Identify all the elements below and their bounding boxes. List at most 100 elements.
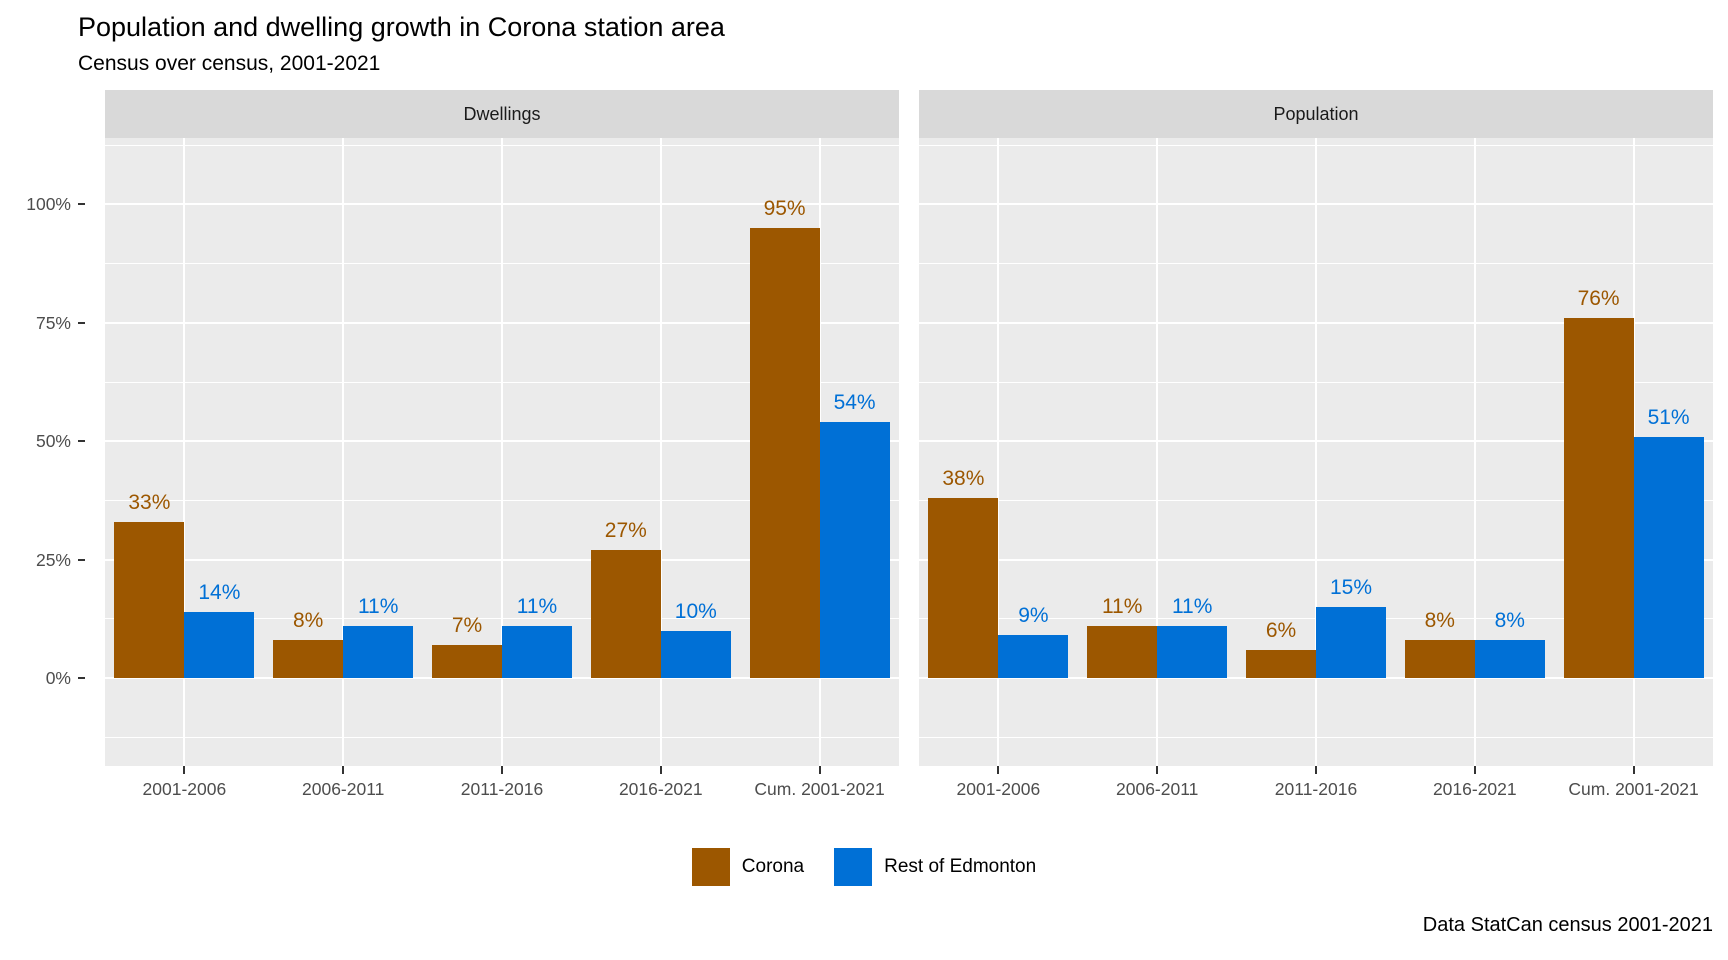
x-tick-mark [1473,766,1476,775]
bar-rest-of-edmonton [502,625,572,679]
y-axis: 0% 25% 50% 75% 100% [0,90,85,766]
bar-corona [1404,640,1475,679]
y-tick-label: 25% [35,549,71,570]
legend-entry-corona: Corona [691,848,805,887]
bar-rest-of-edmonton [184,611,255,679]
caption: Data StatCan census 2001-2021 [1422,914,1713,937]
bar-rest-of-edmonton [819,422,890,679]
gridline-vertical [342,138,345,767]
legend: Corona Rest of Edmonton [0,848,1728,887]
bar-corona [114,521,185,679]
x-tick-mark [818,766,821,775]
chart-subtitle: Census over census, 2001-2021 [78,52,381,76]
panel-dwellings: 33% 8% 7% 27% 95% 14% 11% 11% 10% 54% [105,138,899,767]
facet-strip-label: Population [1273,103,1359,124]
x-tick-mark [659,766,662,775]
bar-rest-of-edmonton [343,625,414,679]
bar-corona [432,644,502,679]
x-tick-mark [1632,766,1635,775]
x-tick-label: 2011-2016 [460,779,544,800]
panels-row: 0% 25% 50% 75% 100% Dwellings 33% 8% 7% 27% 95% 14… [0,90,1728,808]
bar-rest-of-edmonton [1633,436,1704,679]
legend-label: Rest of Edmonton [884,856,1037,878]
bar-value-label: 15% [1329,576,1373,600]
bar-rest-of-edmonton [660,630,731,679]
chart-title: Population and dwelling growth in Corona… [78,12,725,42]
legend-swatch-corona [691,848,730,887]
x-tick-mark [501,766,503,775]
bar-value-label: 54% [833,391,876,415]
y-tick-mark [78,321,85,324]
gridline-vertical [1473,138,1476,767]
bar-rest-of-edmonton [1474,640,1545,679]
x-tick-label: Cum. 2001-2021 [1568,779,1699,800]
y-tick-mark [78,558,85,561]
gridline-vertical [501,138,503,767]
legend-label: Corona [741,856,805,878]
bar-value-label: 11% [1171,594,1213,618]
gridline-vertical [997,138,1000,767]
bar-corona [1087,625,1158,679]
x-tick-mark [1315,766,1317,775]
bar-value-label: 8% [293,609,324,633]
bar-value-label: 11% [357,594,399,618]
legend-swatch-rest-of-edmonton [834,848,873,887]
bar-rest-of-edmonton [1157,625,1228,679]
facet-population: Population 38% 11% 6% 8% 76% 9% 11% 15% 8% 51% 2001… [919,90,1713,808]
gridline-vertical [659,138,662,767]
facet-strip: Population [919,90,1713,139]
bar-value-label: 10% [674,599,717,623]
y-tick-mark [78,677,85,680]
bar-rest-of-edmonton [1316,607,1386,679]
y-tick-label: 50% [35,431,71,452]
legend-entry-rest-of-edmonton: Rest of Edmonton [834,848,1037,887]
bar-value-label: 11% [1101,594,1143,618]
x-tick-label: 2016-2021 [1432,779,1517,800]
gridline-vertical [1156,138,1159,767]
bar-corona [928,498,999,679]
y-tick-mark [78,203,85,206]
bar-value-label: 8% [1494,609,1525,633]
facet-dwellings: Dwellings 33% 8% 7% 27% 95% 14% 11% 11% 10% 54% 200… [105,90,899,808]
panel-population: 38% 11% 6% 8% 76% 9% 11% 15% 8% 51% [919,138,1713,767]
y-tick-label: 0% [45,668,71,689]
gridline-vertical [183,138,186,767]
gridline-vertical [1315,138,1317,767]
bar-value-label: 51% [1647,405,1690,429]
x-tick-label: 2006-2011 [301,779,385,800]
bar-value-label: 38% [942,467,985,491]
bar-value-label: 11% [516,594,558,618]
x-tick-mark [183,766,186,775]
x-tick-label: 2016-2021 [618,779,703,800]
x-tick-label: 2001-2006 [956,779,1041,800]
x-tick-mark [1156,766,1159,775]
bar-value-label: 33% [128,490,171,514]
bar-corona [590,550,661,679]
bar-corona [1563,318,1634,679]
bar-rest-of-edmonton [998,635,1069,679]
x-tick-mark [342,766,345,775]
bar-value-label: 8% [1424,609,1455,633]
x-axis: 2001-2006 2006-2011 2011-2016 2016-2021 Cum.… [105,766,899,808]
bar-corona [749,228,820,679]
x-tick-label: 2011-2016 [1274,779,1358,800]
bar-corona [273,640,344,679]
bar-value-label: 9% [1018,604,1049,628]
x-axis: 2001-2006 2006-2011 2011-2016 2016-2021 Cum.… [919,766,1713,808]
bar-value-label: 76% [1577,287,1620,311]
y-tick-mark [78,440,85,443]
x-tick-label: 2001-2006 [142,779,227,800]
x-tick-label: Cum. 2001-2021 [754,779,885,800]
facet-strip-label: Dwellings [463,103,541,124]
y-tick-label: 100% [26,194,71,215]
x-tick-mark [997,766,1000,775]
y-tick-label: 75% [35,312,71,333]
bar-value-label: 7% [451,613,483,637]
bar-value-label: 6% [1265,618,1297,642]
bar-value-label: 14% [198,580,241,604]
bar-value-label: 27% [604,519,647,543]
bar-corona [1246,649,1316,679]
x-tick-label: 2006-2011 [1115,779,1199,800]
bar-value-label: 95% [763,197,806,221]
